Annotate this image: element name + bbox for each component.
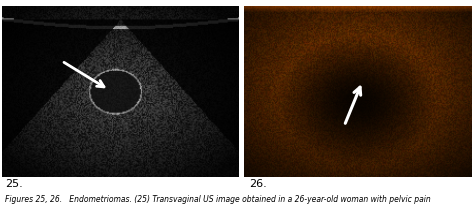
Text: 26.: 26. <box>249 179 266 189</box>
Text: Figures 25, 26.   Endometriomas. (25) Transvaginal US image obtained in a 26-yea: Figures 25, 26. Endometriomas. (25) Tran… <box>5 195 430 204</box>
Text: 25.: 25. <box>5 179 22 189</box>
